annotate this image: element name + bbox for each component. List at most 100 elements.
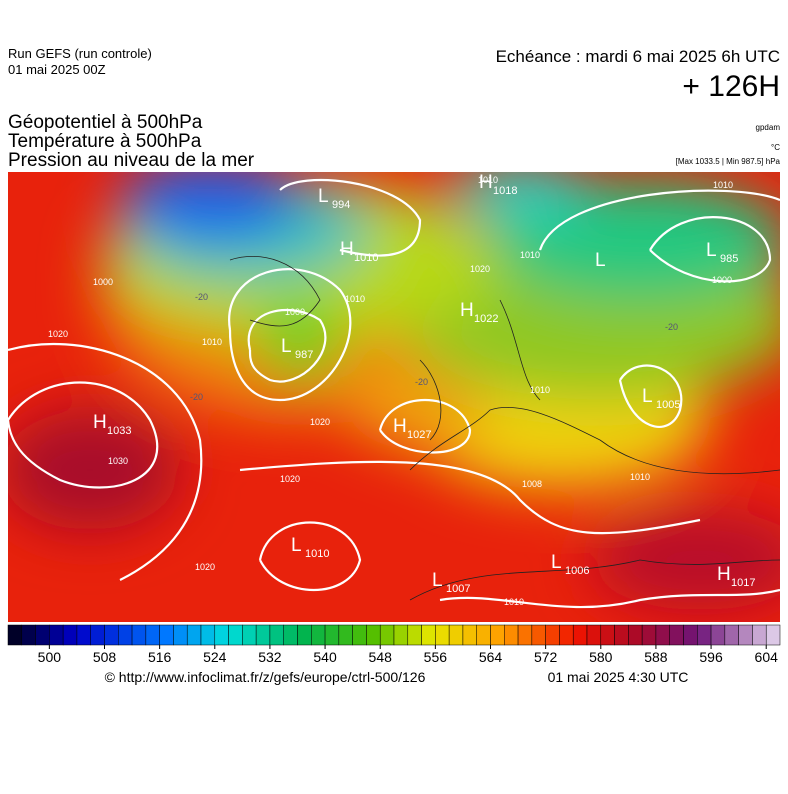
colorbar-cell (228, 624, 243, 646)
center-letter: H (93, 412, 107, 433)
center-value: 1010 (354, 252, 378, 264)
colorbar-label: 540 (313, 649, 337, 665)
center-letter: L (551, 552, 562, 573)
colorbar-cell (628, 624, 643, 646)
run: Run GEFS (run controle) (8, 46, 152, 61)
colorbar-label: 572 (534, 649, 558, 665)
isobar-label: 1020 (280, 474, 300, 484)
isobar-label: 1010 (630, 472, 650, 482)
source: © http://www.infoclimat.fr/z/gefs/europe… (105, 669, 426, 685)
colorbar-cell (559, 624, 574, 646)
isobar-label: 1010 (530, 385, 550, 395)
center-letter: L (432, 570, 443, 591)
unit: [Max 1033.5 | Min 987.5] hPa (676, 157, 781, 166)
colorbar-label: 500 (38, 649, 62, 665)
center-value: 1018 (493, 185, 517, 197)
colorbar-cell (255, 624, 271, 646)
colorbar-cell (765, 624, 781, 646)
colorbar-cell (545, 624, 560, 646)
isobar-label: 1000 (93, 277, 113, 287)
isobar-label: 1010 (345, 294, 365, 304)
colorbar-cell (517, 624, 533, 646)
isobar-label: 1008 (522, 479, 542, 489)
colorbar-cell (90, 624, 105, 646)
colorbar-cell (435, 624, 450, 646)
center-value: 1033 (107, 425, 131, 437)
colorbar-label: 508 (93, 649, 117, 665)
colorbar-cell (242, 624, 257, 646)
center-value: 1027 (407, 429, 431, 441)
colorbar-cell (49, 624, 64, 646)
colorbar-cell (145, 624, 160, 646)
colorbar-cell (600, 624, 615, 646)
colorbar-cell (641, 624, 657, 646)
colorbar-label: 588 (644, 649, 668, 665)
colorbar-cell (62, 624, 78, 646)
colorbar-cell (586, 624, 602, 646)
isobar-label: 1020 (195, 562, 215, 572)
colorbar-label: 580 (589, 649, 613, 665)
center-value: 994 (332, 199, 350, 211)
isobar-label: 1000 (285, 307, 305, 317)
colorbar-cell (710, 624, 726, 646)
center-letter: L (318, 186, 329, 207)
colorbar-cell (490, 624, 505, 646)
center-letter: L (706, 240, 717, 261)
center-letter: H (460, 300, 474, 321)
colorbar-cell (21, 624, 36, 646)
colorbar-cell (35, 624, 50, 646)
colorbar-cell (572, 624, 588, 646)
colorbar-cell (159, 624, 174, 646)
isobar-label: 1010 (520, 250, 540, 260)
colorbar-cell (324, 624, 340, 646)
colorbar-cell (407, 624, 422, 646)
colorbar-cell (738, 624, 753, 646)
field: Température à 500hPa (8, 131, 202, 152)
center-letter: H (340, 239, 354, 260)
colorbar-cell (200, 624, 216, 646)
colorbar-cell (724, 624, 739, 646)
center-value: 1010 (305, 548, 329, 560)
colorbar-cell (683, 624, 698, 646)
isobar-label: 1010 (478, 175, 498, 185)
colorbar-label: 532 (258, 649, 282, 665)
colorbar-label: 524 (203, 649, 227, 665)
colorbar-cell (297, 624, 312, 646)
center-letter: L (291, 535, 302, 556)
temperature-label: -20 (195, 292, 208, 302)
colorbar-cell (118, 624, 133, 646)
isobar-label: 1030 (108, 456, 128, 466)
colorbar-cell (448, 624, 464, 646)
unit: °C (771, 143, 780, 152)
colorbar-cell (269, 624, 284, 646)
center-value: 1005 (656, 399, 680, 411)
temperature-label: -20 (190, 392, 203, 402)
colorbar: 500 508 516 524 532 540 548 556 564 572 580 588 596 6… (7, 624, 781, 665)
center-value: 987 (295, 349, 313, 361)
colorbar-cell (752, 624, 767, 646)
colorbar-cell (311, 624, 326, 646)
center-value: 1022 (474, 313, 498, 325)
colorbar-cell (697, 624, 712, 646)
isobar-label: 1010 (202, 337, 222, 347)
colorbar-cell (76, 624, 91, 646)
colorbar-label: 604 (755, 649, 779, 665)
colorbar-cell (531, 624, 546, 646)
colorbar-cell (214, 624, 229, 646)
colorbar-cell (283, 624, 298, 646)
colorbar-cell (614, 624, 629, 646)
colorbar-label: 556 (424, 649, 448, 665)
center-letter: H (393, 416, 407, 437)
temperature-label: -20 (665, 322, 678, 332)
colorbar-cell (504, 624, 519, 646)
center-letter: H (717, 564, 731, 585)
colorbar-cell (393, 624, 409, 646)
unit: gpdam (756, 123, 781, 132)
colorbar-cell (7, 624, 23, 646)
isobar-label: 1000 (712, 275, 732, 285)
isobar-label: 1010 (504, 597, 524, 607)
colorbar-cell (338, 624, 353, 646)
isobar-label: 1010 (713, 180, 733, 190)
colorbar-cell (131, 624, 147, 646)
